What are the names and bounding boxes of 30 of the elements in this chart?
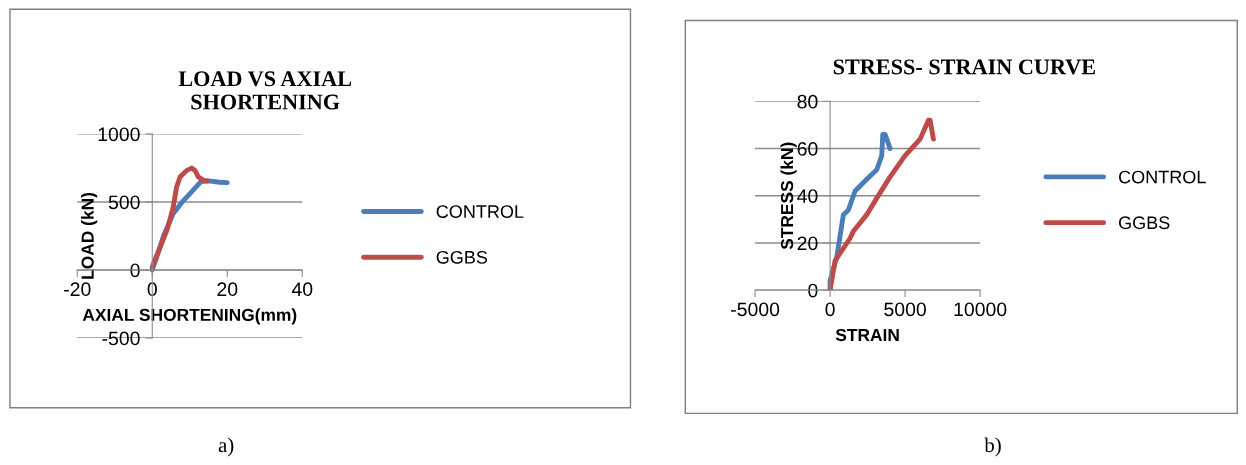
y-tick-label: 40 — [797, 189, 818, 203]
x-axis-title: STRAIN — [835, 328, 899, 342]
x-tick-label: 0 — [825, 302, 835, 317]
y-tick-label: 80 — [797, 94, 818, 109]
x-tick-label: 0 — [147, 282, 157, 297]
y-axis-title: STRESS (kN) — [780, 142, 797, 250]
y-tick-label: 60 — [797, 142, 818, 156]
x-tick-label: 10000 — [954, 302, 1007, 317]
y-tick-label: 20 — [797, 236, 818, 251]
text: a) — [218, 437, 234, 457]
y-tick-label: 500 — [108, 195, 140, 210]
line-series — [149, 165, 210, 270]
legend-label: GGBS — [436, 250, 488, 264]
x-axis-title: AXIAL SHORTENING(mm) — [82, 308, 297, 325]
chart-title: LOAD VS AXIAL SHORTENING — [178, 71, 352, 110]
y-tick-label: 0 — [130, 263, 140, 278]
text: b) — [984, 437, 1001, 457]
chart-title: STRESS- STRAIN CURVE — [833, 59, 1095, 75]
x-tick-label: -5000 — [731, 302, 780, 317]
x-tick-label: -20 — [64, 282, 91, 297]
x-tick-label: 40 — [291, 282, 313, 297]
legend-label: GGBS — [1118, 216, 1170, 230]
legend-label: CONTROL — [436, 205, 524, 218]
y-axis-title: LOAD (kN) — [81, 192, 98, 279]
y-tick-label: -500 — [102, 331, 140, 346]
x-tick-label: 5000 — [884, 302, 926, 317]
y-tick-label: 1000 — [98, 127, 140, 142]
line-series — [827, 117, 936, 291]
x-tick-label: 20 — [217, 282, 238, 297]
legend-label: CONTROL — [1119, 170, 1206, 184]
